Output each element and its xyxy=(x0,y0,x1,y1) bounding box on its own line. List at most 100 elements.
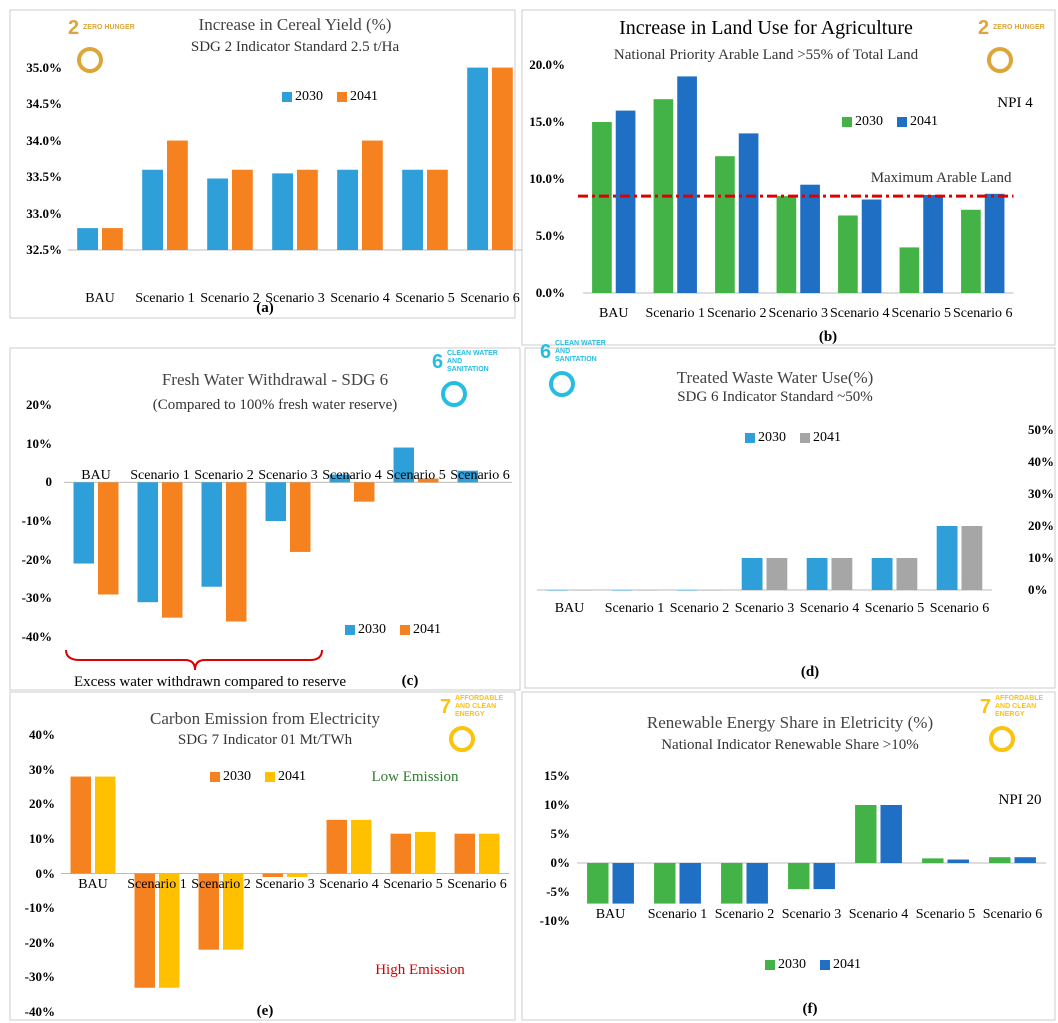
chart-subtitle: SDG 6 Indicator Standard ~50% xyxy=(677,389,873,405)
y-tick-label: 50% xyxy=(1028,422,1054,437)
badge-number: 2 xyxy=(68,17,80,39)
y-tick-label: 10% xyxy=(29,830,55,846)
x-tick-label: Scenario 5 xyxy=(383,877,443,892)
y-tick-label: 20.0% xyxy=(529,57,565,72)
badge-text: ZERO HUNGER xyxy=(83,24,135,31)
y-tick-label: 20% xyxy=(29,796,55,812)
y-tick-label: -10% xyxy=(539,913,570,928)
bar xyxy=(162,482,183,618)
bar xyxy=(167,140,188,250)
bar xyxy=(351,819,372,874)
bar xyxy=(137,482,158,603)
x-tick-label: Scenario 1 xyxy=(127,877,187,892)
bar xyxy=(329,474,350,483)
brace xyxy=(65,649,323,671)
x-tick-label: Scenario 1 xyxy=(130,468,190,483)
panel-label: (e) xyxy=(256,1003,274,1019)
bar xyxy=(701,590,723,591)
bar xyxy=(871,558,893,590)
y-tick-label: 32.5% xyxy=(26,242,62,257)
bar xyxy=(738,133,759,293)
panel-frame xyxy=(9,347,521,691)
bar xyxy=(806,558,828,590)
y-tick-label: 0.0% xyxy=(535,285,565,300)
panel-frame xyxy=(9,691,516,1021)
bar xyxy=(571,590,593,591)
x-tick-label: Scenario 1 xyxy=(645,306,705,321)
legend-label: 2041 xyxy=(278,769,306,784)
bar xyxy=(95,776,116,874)
y-tick-label: 15.0% xyxy=(529,114,565,129)
bar xyxy=(337,169,358,250)
bar xyxy=(102,228,123,250)
panel-frame xyxy=(521,9,1056,346)
x-tick-label: Scenario 4 xyxy=(322,468,382,483)
badge-number: 6 xyxy=(432,351,444,373)
legend-label: 2030 xyxy=(778,957,806,972)
bar xyxy=(492,67,513,250)
bar xyxy=(896,558,918,590)
bar xyxy=(961,209,981,293)
x-tick-label: BAU xyxy=(554,601,585,616)
x-tick-label: Scenario 3 xyxy=(781,907,842,922)
x-tick-label: Scenario 4 xyxy=(799,601,860,616)
y-tick-label: 40% xyxy=(29,727,55,742)
bar xyxy=(287,873,308,877)
badge-text: CLEAN WATER AND SANITATION xyxy=(555,340,606,363)
x-tick-label: Scenario 3 xyxy=(265,291,325,306)
y-tick-label: 5.0% xyxy=(535,228,565,243)
bar xyxy=(297,169,318,250)
y-tick-label: 15% xyxy=(544,768,570,783)
bar xyxy=(587,863,609,904)
y-tick-label: 33.0% xyxy=(26,205,62,221)
bar xyxy=(936,526,958,590)
y-tick-label: 0% xyxy=(550,855,571,870)
bar xyxy=(899,247,920,293)
bar xyxy=(467,67,488,250)
bar xyxy=(226,482,247,622)
bar xyxy=(142,169,163,250)
bar xyxy=(223,873,244,950)
bar xyxy=(923,194,943,293)
badge-text: CLEAN WATER AND SANITATION xyxy=(447,350,498,373)
x-tick-label: Scenario 6 xyxy=(447,877,507,892)
bar xyxy=(207,178,228,250)
y-tick-label: 10.0% xyxy=(529,171,565,186)
panel-frame xyxy=(524,347,1056,689)
bar xyxy=(362,140,383,250)
legend-swatch xyxy=(337,92,347,102)
legend-swatch xyxy=(345,625,355,635)
bar xyxy=(546,590,568,591)
legend-label: 2041 xyxy=(413,622,441,637)
bar xyxy=(721,863,743,904)
chart-title: Increase in Cereal Yield (%) xyxy=(198,15,392,34)
y-tick-label: 5% xyxy=(550,826,571,841)
badge-text: AFFORDABLE AND CLEAN ENERGY xyxy=(995,695,1044,718)
legend-swatch xyxy=(842,117,852,127)
bar xyxy=(611,590,633,591)
panel-label: (f) xyxy=(802,1001,818,1017)
x-tick-label: Scenario 1 xyxy=(135,291,195,306)
x-tick-label: Scenario 2 xyxy=(191,877,251,892)
x-tick-label: Scenario 6 xyxy=(460,291,520,306)
x-tick-label: BAU xyxy=(78,877,108,892)
bar xyxy=(746,863,768,904)
x-tick-label: Scenario 1 xyxy=(604,601,665,616)
legend-label: 2041 xyxy=(813,430,841,445)
bar xyxy=(922,858,944,863)
bar xyxy=(98,482,119,595)
bar xyxy=(612,863,634,904)
bar xyxy=(159,873,180,988)
y-tick-label: 34.0% xyxy=(26,132,62,148)
panel-label: (c) xyxy=(401,673,419,689)
y-tick-label: 33.5% xyxy=(26,169,62,185)
chart-title: Increase in Land Use for Agriculture xyxy=(619,17,913,39)
y-tick-label: 30% xyxy=(1028,486,1054,501)
legend-label: 2030 xyxy=(295,89,323,104)
x-tick-label: Scenario 2 xyxy=(669,601,730,616)
x-tick-label: Scenario 1 xyxy=(647,907,708,922)
annotation: Excess water withdrawn compared to reser… xyxy=(74,674,346,690)
bar xyxy=(390,833,411,874)
badge-number: 6 xyxy=(540,341,552,363)
y-tick-label: -5% xyxy=(546,884,570,899)
